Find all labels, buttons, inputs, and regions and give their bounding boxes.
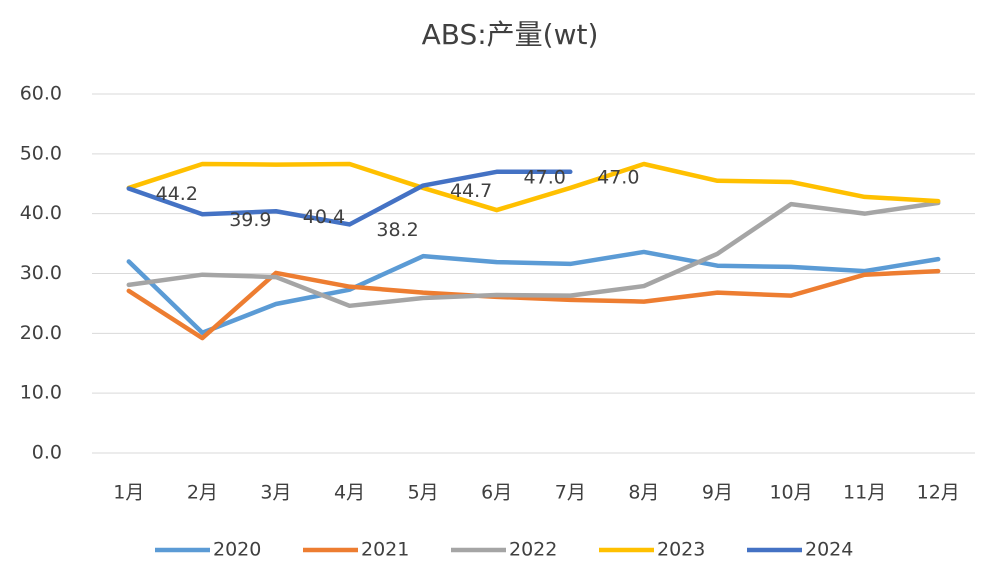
data-label: 44.7 bbox=[450, 180, 492, 202]
data-label: 38.2 bbox=[376, 219, 418, 241]
legend-label: 2022 bbox=[509, 539, 557, 561]
x-tick-label: 2月 bbox=[187, 482, 218, 504]
x-tick-label: 1月 bbox=[113, 482, 144, 504]
x-tick-label: 9月 bbox=[702, 482, 733, 504]
series-line bbox=[126, 200, 941, 309]
data-label: 39.9 bbox=[229, 209, 271, 231]
data-label: 47.0 bbox=[524, 166, 566, 188]
y-tick-label: 0.0 bbox=[32, 442, 62, 464]
x-tick-label: 5月 bbox=[408, 482, 439, 504]
y-tick-label: 50.0 bbox=[20, 142, 62, 164]
x-tick-label: 12月 bbox=[917, 482, 960, 504]
legend-label: 2020 bbox=[213, 539, 261, 561]
x-tick-label: 11月 bbox=[843, 482, 886, 504]
series-line bbox=[126, 161, 941, 213]
x-tick-label: 7月 bbox=[555, 482, 586, 504]
x-tick-label: 4月 bbox=[334, 482, 365, 504]
chart-title: ABS:产量(wt) bbox=[422, 18, 599, 51]
data-label: 47.0 bbox=[597, 166, 639, 188]
x-tick-label: 6月 bbox=[481, 482, 512, 504]
y-tick-label: 20.0 bbox=[20, 322, 62, 344]
x-tick-label: 10月 bbox=[769, 482, 812, 504]
y-tick-label: 40.0 bbox=[20, 202, 62, 224]
y-tick-label: 30.0 bbox=[20, 262, 62, 284]
y-tick-label: 10.0 bbox=[20, 382, 62, 404]
data-label: 40.4 bbox=[303, 206, 345, 228]
series-line bbox=[126, 169, 573, 227]
legend-label: 2021 bbox=[361, 539, 409, 561]
x-tick-label: 3月 bbox=[260, 482, 291, 504]
legend-label: 2023 bbox=[657, 539, 705, 561]
legend-label: 2024 bbox=[805, 539, 853, 561]
y-tick-label: 60.0 bbox=[20, 83, 62, 105]
data-label: 44.2 bbox=[156, 183, 198, 205]
series-line bbox=[126, 268, 941, 341]
series-line bbox=[126, 249, 941, 335]
x-tick-label: 8月 bbox=[628, 482, 659, 504]
